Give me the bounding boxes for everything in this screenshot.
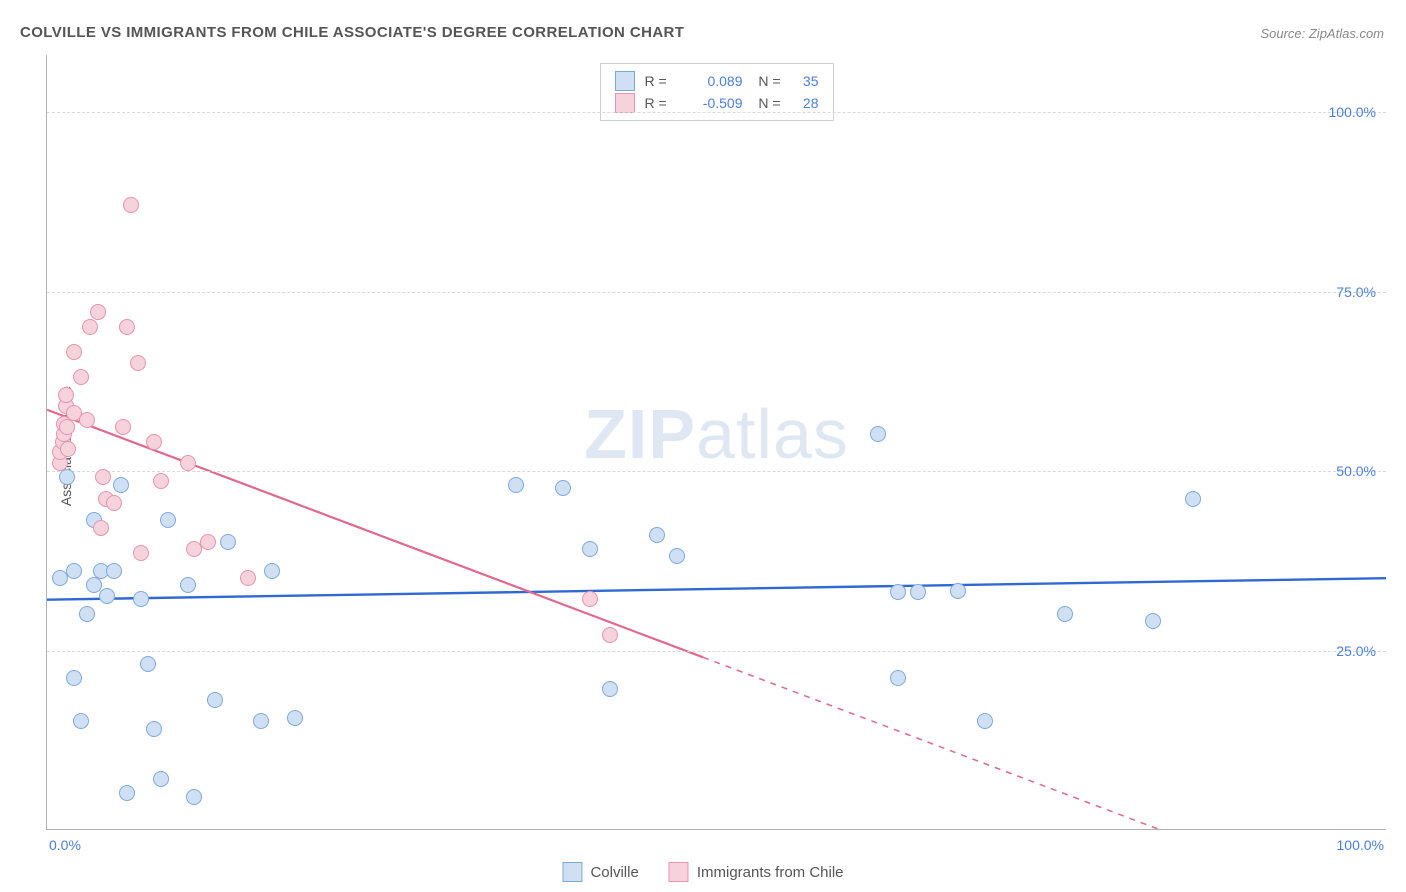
series-legend-label: Colville xyxy=(590,864,638,881)
data-point xyxy=(95,469,111,485)
data-point xyxy=(977,713,993,729)
gridline xyxy=(47,651,1386,652)
data-point xyxy=(508,477,524,493)
data-point xyxy=(106,495,122,511)
y-tick-label: 100.0% xyxy=(1329,104,1376,120)
plot-area: ZIPatlas R = 0.089 N = 35 R = -0.509 N = 28 25.… xyxy=(46,55,1386,830)
n-value: 28 xyxy=(791,95,819,111)
gridline xyxy=(47,112,1386,113)
data-point xyxy=(82,319,98,335)
data-point xyxy=(160,512,176,528)
data-point xyxy=(220,534,236,550)
stats-legend-row: R = 0.089 N = 35 xyxy=(615,70,819,92)
data-point xyxy=(890,584,906,600)
gridline xyxy=(47,471,1386,472)
r-value: -0.509 xyxy=(683,95,743,111)
data-point xyxy=(582,541,598,557)
data-point xyxy=(200,534,216,550)
series-legend-item: Immigrants from Chile xyxy=(669,862,844,882)
r-label: R = xyxy=(645,73,673,89)
data-point xyxy=(1145,613,1161,629)
data-point xyxy=(73,713,89,729)
trend-line-dashed xyxy=(703,657,1386,829)
data-point xyxy=(180,455,196,471)
data-point xyxy=(123,197,139,213)
data-point xyxy=(113,477,129,493)
legend-swatch xyxy=(615,93,635,113)
data-point xyxy=(140,656,156,672)
series-legend: Colville Immigrants from Chile xyxy=(562,862,843,882)
stats-legend-row: R = -0.509 N = 28 xyxy=(615,92,819,114)
legend-swatch xyxy=(615,71,635,91)
data-point xyxy=(649,527,665,543)
data-point xyxy=(99,588,115,604)
data-point xyxy=(133,591,149,607)
data-point xyxy=(79,606,95,622)
data-point xyxy=(264,563,280,579)
data-point xyxy=(106,563,122,579)
data-point xyxy=(79,412,95,428)
data-point xyxy=(1185,491,1201,507)
data-point xyxy=(60,441,76,457)
data-point xyxy=(890,670,906,686)
data-point xyxy=(1057,606,1073,622)
data-point xyxy=(59,419,75,435)
watermark: ZIPatlas xyxy=(584,394,849,474)
trend-layer xyxy=(47,55,1386,829)
data-point xyxy=(153,771,169,787)
data-point xyxy=(66,563,82,579)
series-legend-item: Colville xyxy=(562,862,638,882)
data-point xyxy=(287,710,303,726)
n-label: N = xyxy=(753,73,781,89)
r-value: 0.089 xyxy=(683,73,743,89)
source-attribution: Source: ZipAtlas.com xyxy=(1260,26,1384,41)
r-label: R = xyxy=(645,95,673,111)
data-point xyxy=(90,304,106,320)
data-point xyxy=(93,520,109,536)
data-point xyxy=(119,319,135,335)
data-point xyxy=(146,721,162,737)
data-point xyxy=(207,692,223,708)
chart-title: COLVILLE VS IMMIGRANTS FROM CHILE ASSOCI… xyxy=(20,24,684,41)
data-point xyxy=(240,570,256,586)
legend-swatch xyxy=(669,862,689,882)
n-value: 35 xyxy=(791,73,819,89)
data-point xyxy=(870,426,886,442)
data-point xyxy=(130,355,146,371)
trend-line xyxy=(47,410,703,658)
y-tick-label: 50.0% xyxy=(1336,463,1376,479)
data-point xyxy=(115,419,131,435)
data-point xyxy=(950,583,966,599)
data-point xyxy=(66,670,82,686)
y-tick-label: 75.0% xyxy=(1336,284,1376,300)
y-tick-label: 25.0% xyxy=(1336,643,1376,659)
data-point xyxy=(73,369,89,385)
data-point xyxy=(602,681,618,697)
data-point xyxy=(910,584,926,600)
data-point xyxy=(669,548,685,564)
series-legend-label: Immigrants from Chile xyxy=(697,864,844,881)
legend-swatch xyxy=(562,862,582,882)
data-point xyxy=(602,627,618,643)
data-point xyxy=(582,591,598,607)
data-point xyxy=(66,344,82,360)
data-point xyxy=(146,434,162,450)
data-point xyxy=(253,713,269,729)
data-point xyxy=(58,387,74,403)
x-tick-label: 0.0% xyxy=(49,837,81,853)
data-point xyxy=(59,469,75,485)
x-tick-label: 100.0% xyxy=(1337,837,1384,853)
n-label: N = xyxy=(753,95,781,111)
data-point xyxy=(186,789,202,805)
data-point xyxy=(180,577,196,593)
data-point xyxy=(555,480,571,496)
gridline xyxy=(47,292,1386,293)
data-point xyxy=(153,473,169,489)
data-point xyxy=(119,785,135,801)
data-point xyxy=(133,545,149,561)
